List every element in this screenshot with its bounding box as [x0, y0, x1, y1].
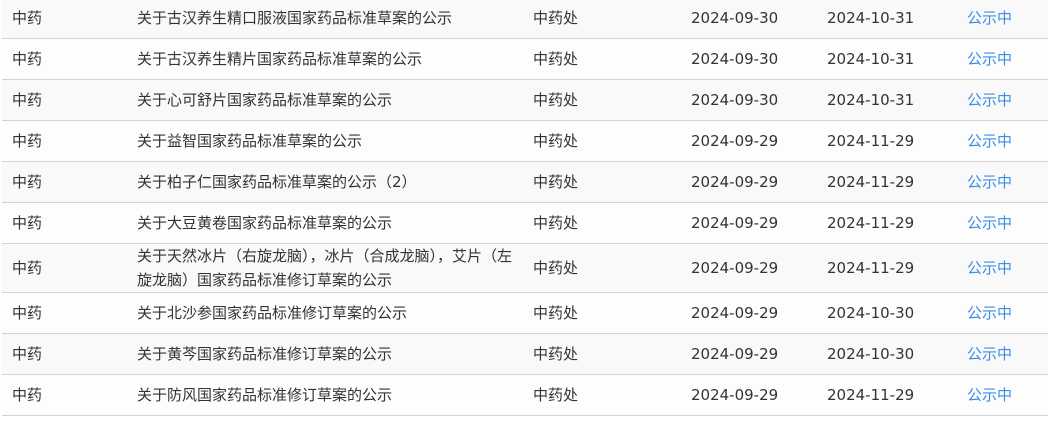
status-cell: 公示中: [967, 244, 1048, 293]
category-cell: 中药: [12, 50, 43, 68]
category-cell: 中药: [12, 214, 43, 232]
department-cell: 中药处: [533, 345, 579, 363]
end-date-cell: 2024-11-29: [827, 214, 915, 232]
title-cell: 关于柏子仁国家药品标准草案的公示（2）: [137, 173, 417, 191]
title-cell: 关于天然冰片（右旋龙脑），冰片（合成龙脑），艾片（左旋龙脑）国家药品标准修订草案…: [137, 247, 513, 289]
category-cell: 中药: [12, 132, 43, 150]
table-row: 中药 关于黄芩国家药品标准修订草案的公示 中药处 2024-09-29 2024-10-…: [2, 333, 1048, 375]
category-cell: 中药: [12, 173, 43, 191]
status-link[interactable]: 公示中: [967, 259, 1013, 277]
status-link[interactable]: 公示中: [967, 91, 1013, 109]
table-row: 中药 关于古汉养生精片国家药品标准草案的公示 中药处 2024-09-30 2024-1…: [2, 38, 1048, 80]
category-cell: 中药: [12, 9, 43, 27]
status-cell: 公示中: [967, 162, 1048, 203]
end-date-cell: 2024-11-29: [827, 259, 915, 277]
department-cell: 中药处: [533, 386, 579, 404]
status-cell: 公示中: [967, 375, 1048, 416]
category-cell: 中药: [12, 91, 43, 109]
start-date-cell: 2024-09-29: [691, 214, 779, 232]
category-cell: 中药: [12, 259, 43, 277]
table-row: 中药 关于天然冰片（右旋龙脑），冰片（合成龙脑），艾片（左旋龙脑）国家药品标准修订…: [2, 243, 1048, 293]
status-link[interactable]: 公示中: [967, 132, 1013, 150]
title-cell: 关于北沙参国家药品标准修订草案的公示: [137, 304, 408, 322]
end-date-cell: 2024-10-30: [827, 304, 915, 322]
start-date-cell: 2024-09-29: [691, 132, 779, 150]
title-cell: 关于益智国家药品标准草案的公示: [137, 132, 363, 150]
end-date-cell: 2024-11-29: [827, 173, 915, 191]
status-cell: 公示中: [967, 39, 1048, 80]
table-row: 中药 关于柏子仁国家药品标准草案的公示（2） 中药处 2024-09-29 2024-1…: [2, 161, 1048, 203]
department-cell: 中药处: [533, 50, 579, 68]
status-cell: 公示中: [967, 80, 1048, 121]
end-date-cell: 2024-10-30: [827, 345, 915, 363]
table-row: 中药 关于防风国家药品标准修订草案的公示 中药处 2024-09-29 2024-11-…: [2, 374, 1048, 416]
status-cell: 公示中: [967, 121, 1048, 162]
status-cell: 公示中: [967, 203, 1048, 244]
status-cell: 公示中: [967, 334, 1048, 375]
title-cell: 关于古汉养生精口服液国家药品标准草案的公示: [137, 9, 453, 27]
title-cell: 关于大豆黄卷国家药品标准草案的公示: [137, 214, 393, 232]
end-date-cell: 2024-11-29: [827, 386, 915, 404]
status-cell: 公示中: [967, 0, 1048, 39]
department-cell: 中药处: [533, 173, 579, 191]
table-row: 中药 关于大豆黄卷国家药品标准草案的公示 中药处 2024-09-29 2024-11-…: [2, 202, 1048, 244]
table-row: 中药 关于古汉养生精口服液国家药品标准草案的公示 中药处 2024-09-30 2024…: [2, 0, 1048, 39]
end-date-cell: 2024-10-31: [827, 50, 915, 68]
start-date-cell: 2024-09-29: [691, 345, 779, 363]
status-link[interactable]: 公示中: [967, 214, 1013, 232]
status-link[interactable]: 公示中: [967, 173, 1013, 191]
status-link[interactable]: 公示中: [967, 9, 1013, 27]
department-cell: 中药处: [533, 9, 579, 27]
notice-table: 中药 关于古汉养生精口服液国家药品标准草案的公示 中药处 2024-09-30 2024…: [2, 0, 1048, 416]
department-cell: 中药处: [533, 214, 579, 232]
department-cell: 中药处: [533, 304, 579, 322]
table-row: 中药 关于北沙参国家药品标准修订草案的公示 中药处 2024-09-29 2024-10…: [2, 292, 1048, 334]
department-cell: 中药处: [533, 259, 579, 277]
title-cell: 关于心可舒片国家药品标准草案的公示: [137, 91, 393, 109]
title-cell: 关于古汉养生精片国家药品标准草案的公示: [137, 50, 423, 68]
status-link[interactable]: 公示中: [967, 386, 1013, 404]
start-date-cell: 2024-09-29: [691, 259, 779, 277]
status-cell: 公示中: [967, 293, 1048, 334]
start-date-cell: 2024-09-29: [691, 173, 779, 191]
category-cell: 中药: [12, 304, 43, 322]
start-date-cell: 2024-09-29: [691, 304, 779, 322]
department-cell: 中药处: [533, 132, 579, 150]
start-date-cell: 2024-09-29: [691, 386, 779, 404]
table-row: 中药 关于心可舒片国家药品标准草案的公示 中药处 2024-09-30 2024-10-…: [2, 79, 1048, 121]
end-date-cell: 2024-11-29: [827, 132, 915, 150]
title-cell: 关于黄芩国家药品标准修订草案的公示: [137, 345, 393, 363]
table-row: 中药 关于益智国家药品标准草案的公示 中药处 2024-09-29 2024-11-29…: [2, 120, 1048, 162]
status-link[interactable]: 公示中: [967, 50, 1013, 68]
status-link[interactable]: 公示中: [967, 345, 1013, 363]
category-cell: 中药: [12, 345, 43, 363]
title-cell: 关于防风国家药品标准修订草案的公示: [137, 386, 393, 404]
department-cell: 中药处: [533, 91, 579, 109]
category-cell: 中药: [12, 386, 43, 404]
start-date-cell: 2024-09-30: [691, 9, 779, 27]
status-link[interactable]: 公示中: [967, 304, 1013, 322]
start-date-cell: 2024-09-30: [691, 91, 779, 109]
end-date-cell: 2024-10-31: [827, 9, 915, 27]
start-date-cell: 2024-09-30: [691, 50, 779, 68]
end-date-cell: 2024-10-31: [827, 91, 915, 109]
notice-table-body: 中药 关于古汉养生精口服液国家药品标准草案的公示 中药处 2024-09-30 2024…: [2, 0, 1048, 416]
